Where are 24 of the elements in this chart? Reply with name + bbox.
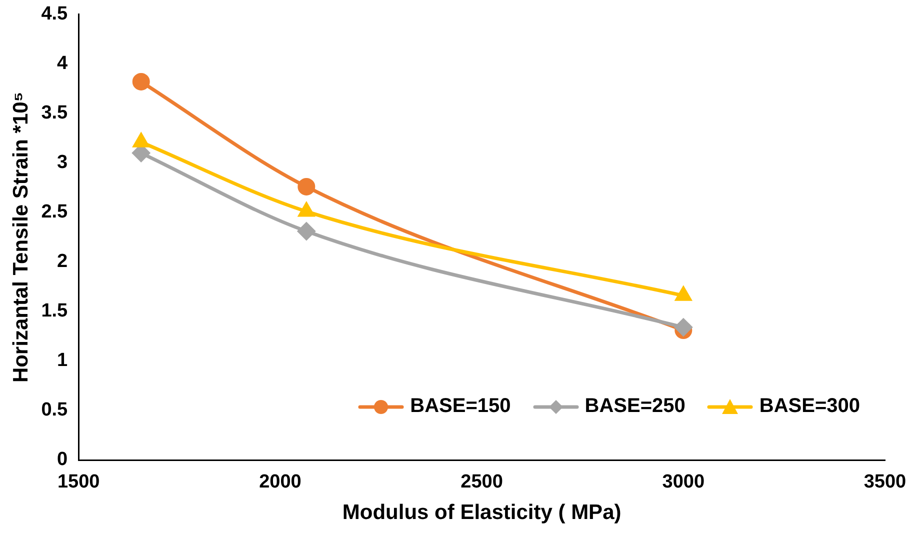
legend-label: BASE=150 [410,395,511,418]
y-tick-label: 2.5 [41,202,68,223]
y-tick-label: 0.5 [41,400,68,421]
y-axis-title: Horizantal Tensile Strain *10⁵ [9,92,32,383]
point [298,222,316,240]
x-tick-label: 3000 [662,472,705,493]
x-tick-label: 3500 [864,472,906,493]
y-tick-label: 4 [57,53,68,74]
legend-label: BASE=250 [584,395,686,418]
point [132,72,150,90]
legend-label: BASE=300 [759,395,860,418]
y-tick-label: 4.5 [41,4,68,25]
y-tick-label: 1.5 [41,300,68,322]
y-tick-label: 3.5 [41,102,68,124]
x-tick-label: 2000 [259,472,302,493]
x-axis-title: Modulus of Elasticity ( MPa) [342,501,622,524]
y-tick-label: 3 [57,152,68,174]
x-tick-label: 1500 [57,472,100,493]
y-tick-label: 0 [57,449,68,470]
y-tick-label: 1 [57,350,68,372]
point [298,178,316,196]
x-tick-label: 2500 [460,472,503,493]
point [674,318,692,336]
y-tick-label: 2 [57,251,68,272]
